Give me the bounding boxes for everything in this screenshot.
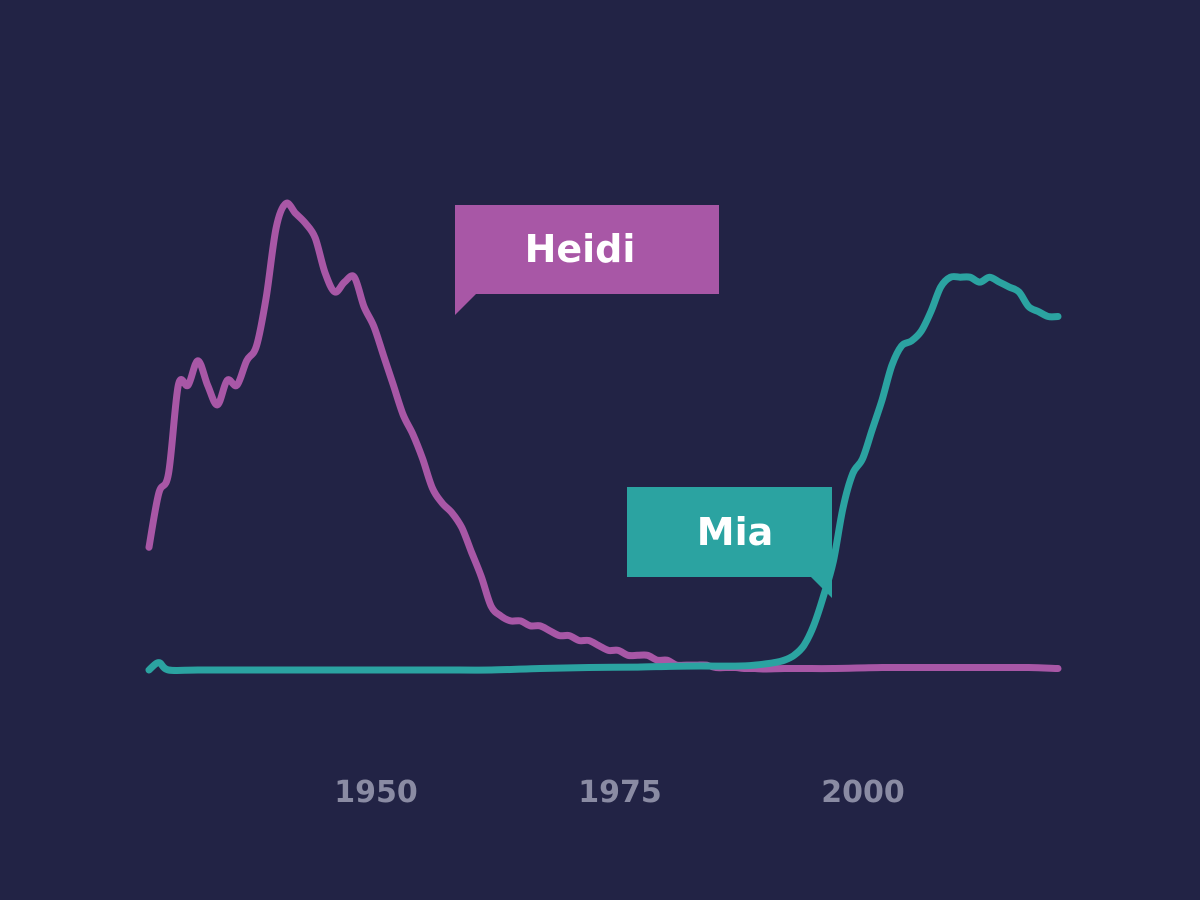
x-tick-label-2000: 2000 bbox=[821, 775, 905, 810]
heidi-callout-box bbox=[455, 205, 719, 315]
x-tick-label-1975: 1975 bbox=[578, 775, 662, 810]
mia-callout: Mia bbox=[627, 487, 832, 598]
x-axis-ticks: 1950 1975 2000 bbox=[334, 775, 905, 810]
mia-callout-box bbox=[627, 487, 832, 598]
mia-callout-label: Mia bbox=[697, 510, 773, 554]
series-line-mia bbox=[145, 272, 1062, 675]
heidi-callout-label: Heidi bbox=[525, 227, 636, 271]
heidi-callout: Heidi bbox=[455, 205, 719, 315]
series-layer bbox=[145, 199, 1062, 675]
x-tick-label-1950: 1950 bbox=[334, 775, 418, 810]
